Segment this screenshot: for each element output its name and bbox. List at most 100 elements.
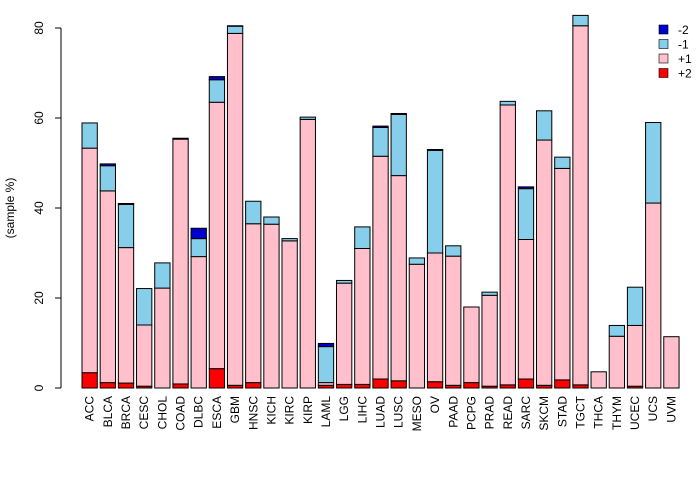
bar-brca-plus1 [117,247,135,384]
x-tick-label-cesc: CESC [137,396,151,430]
bar-esca-plus1 [208,101,226,370]
bar-coad-minus1 [172,137,189,140]
bar-lgg-plus1 [336,282,353,385]
x-tick-label-uvm: UVM [664,396,678,423]
bar-cesc-plus1 [136,324,153,387]
x-tick-label-kirp: KIRP [301,396,315,424]
bar-stad-plus1 [554,167,571,381]
bar-paad-plus1 [445,255,462,386]
bar-luad-plus2 [372,378,389,389]
bar-hnsc-minus1 [245,200,262,225]
bar-lgg-minus1 [336,279,353,284]
bar-chol-minus1 [154,262,171,289]
x-tick-label-chol: CHOL [155,396,169,430]
bar-esca-minus2 [208,76,226,81]
bar-read-minus1 [499,100,516,106]
y-tick-label-40: 40 [32,201,46,215]
legend-label-plus2: +2 [678,67,692,81]
y-tick-label-80: 80 [32,21,46,35]
bar-luad-plus1 [372,155,389,380]
bar-lihc-plus2 [354,383,371,389]
y-tick-label-0: 0 [32,384,46,391]
bar-blca-plus1 [99,190,116,384]
bar-sarc-minus1 [517,188,535,240]
y-tick-label-60: 60 [32,111,46,125]
bar-kirp-plus1 [299,118,316,389]
bar-ov-minus2 [426,149,444,151]
bar-ov-plus2 [426,381,444,389]
legend: -2-1+1+2 [658,23,692,81]
x-tick-label-dlbc: DLBC [192,396,206,428]
legend-swatch-plus1 [658,53,669,64]
x-tick-label-brca: BRCA [119,396,133,429]
x-tick-label-stad: STAD [555,396,569,427]
bar-laml-minus2 [317,342,335,348]
x-tick-label-pcpg: PCPG [464,396,478,430]
x-tick-label-luad: LUAD [374,396,388,428]
bar-kirc-minus1 [281,238,298,242]
bar-brca-plus2 [117,382,135,389]
bar-hnsc-plus2 [245,382,262,389]
bar-dlbc-plus1 [190,256,207,389]
bar-lusc-minus2 [390,113,407,115]
bar-blca-plus2 [99,382,116,389]
bar-thym-plus1 [608,335,626,389]
bar-thym-minus1 [608,324,626,337]
x-tick-label-thca: THCA [592,396,606,429]
legend-label-minus1: -1 [678,38,689,52]
bar-esca-minus1 [208,79,226,103]
bar-hnsc-plus1 [245,223,262,384]
bar-ucec-plus1 [626,324,644,387]
x-tick-label-paad: PAAD [446,396,460,428]
bar-brca-minus2 [117,203,135,205]
bar-tgct-minus1 [572,14,589,27]
y-axis-label: (sample %) [3,178,17,239]
bar-ucec-minus1 [626,286,644,326]
bar-pcpg-plus1 [463,306,480,384]
bar-meso-minus1 [408,257,426,265]
bar-esca-plus2 [208,368,226,389]
bar-dlbc-minus1 [190,238,207,258]
bar-acc-plus1 [81,147,98,374]
bar-prad-minus1 [481,291,498,296]
x-tick-label-ucec: UCEC [628,396,642,430]
bar-ucs-plus1 [645,202,662,389]
bar-luad-minus2 [372,125,389,128]
x-tick-label-ov: OV [428,396,442,413]
bar-ov-minus1 [426,149,444,254]
bar-lihc-plus1 [354,248,371,385]
bar-blca-minus1 [99,165,116,192]
x-axis: ACC BLCA BRCA CESC CHOL COAD DLBC ESCA GBM HNSC KI… [83,395,679,431]
bar-kich-plus1 [263,223,280,389]
bar-stad-minus1 [554,156,571,169]
x-tick-label-hnsc: HNSC [246,396,260,430]
bar-brca-minus1 [117,203,135,249]
bar-cesc-minus1 [136,288,153,326]
x-tick-label-lgg: LGG [337,396,351,421]
bars-layer [81,14,680,389]
bar-sarc-plus2 [517,378,535,389]
x-tick-label-coad: COAD [174,396,188,431]
bar-chol-plus1 [154,287,171,389]
y-axis: 0 20 40 60 80 [32,21,62,391]
bar-skcm-minus1 [536,110,553,141]
bar-thca-plus1 [590,371,607,389]
bar-sarc-minus2 [517,186,535,190]
x-tick-label-gbm: GBM [228,396,242,423]
x-tick-label-prad: PRAD [483,396,497,430]
bar-stad-plus2 [554,379,571,389]
bar-skcm-plus1 [536,139,553,386]
bar-tgct-plus1 [572,25,589,386]
x-tick-label-kirc: KIRC [283,396,297,425]
bar-gbm-minus1 [226,25,244,34]
x-tick-label-tgct: TGCT [574,395,588,428]
bar-prad-plus1 [481,294,498,387]
bar-kich-minus1 [263,216,280,225]
bar-coad-plus2 [172,383,189,389]
bar-lihc-minus1 [354,226,371,249]
x-tick-label-sarc: SARC [519,396,533,430]
bar-kirp-minus1 [299,116,316,120]
x-tick-label-thym: THYM [610,396,624,430]
bar-lusc-plus1 [390,175,407,382]
